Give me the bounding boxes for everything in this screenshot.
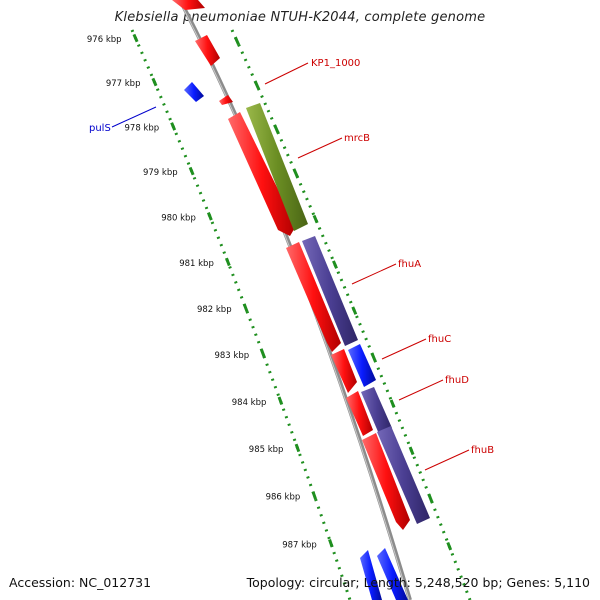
accession-text: Accession: NC_012731 — [9, 575, 152, 590]
gene-feature-fhua[interactable] — [302, 236, 358, 346]
gene-feature-red-3[interactable] — [286, 242, 341, 352]
ruler-tick-label: 980 kbp — [161, 213, 196, 223]
gene-feature-bottom-blue-2[interactable] — [377, 548, 408, 600]
gene-label-fhud[interactable]: fhuD — [445, 375, 469, 386]
ruler-inner-ticks — [132, 33, 334, 548]
ruler-major-tick — [132, 33, 139, 43]
ruler-outer — [230, 29, 472, 600]
ruler-major-tick — [328, 539, 334, 548]
leader-kp1-1000 — [264, 62, 309, 85]
leader-puls — [111, 106, 157, 128]
gene-feature-bottom-blue-1[interactable] — [360, 550, 382, 600]
ruler-major-tick — [188, 166, 195, 176]
ruler-major-tick — [170, 122, 177, 131]
ruler-major-tick — [260, 349, 266, 359]
ruler-major-tick — [332, 260, 338, 269]
leader-fhua — [351, 263, 397, 285]
leader-mrcb — [297, 137, 343, 159]
ruler-tick-label: 978 kbp — [125, 123, 160, 133]
ruler-tick-labels: 976 kbp 977 kbp 978 kbp 979 kbp 980 kbp 981 k… — [87, 35, 317, 550]
ruler-major-tick — [351, 306, 358, 315]
ruler-major-tick — [427, 494, 434, 503]
gene-feature-fhuc[interactable] — [348, 344, 376, 387]
ruler-major-tick — [370, 352, 377, 362]
gene-label-kp1-1000[interactable]: KP1_1000 — [311, 58, 360, 69]
gene-feature-red-2[interactable] — [228, 112, 296, 236]
gene-feature-red-5[interactable] — [346, 391, 373, 436]
ruler-major-tick — [206, 212, 213, 221]
leader-fhub — [424, 449, 470, 471]
ruler-major-tick — [312, 214, 319, 224]
ruler-tick-label: 984 kbp — [232, 398, 267, 408]
ruler-outer-ticks — [233, 36, 453, 551]
leader-fhuc — [381, 338, 427, 360]
gene-label-fhub[interactable]: fhuB — [471, 445, 494, 456]
genome-backbone — [178, 0, 412, 600]
leader-fhud — [398, 379, 444, 401]
ruler-tick-label: 982 kbp — [197, 305, 232, 315]
ruler-major-tick — [151, 77, 158, 87]
genome-summary-text: Topology: circular; Length: 5,248,520 bp… — [246, 575, 590, 590]
gene-feature-fhud[interactable] — [361, 387, 392, 434]
gene-feature-puls[interactable] — [184, 82, 204, 102]
ruler-major-tick — [408, 446, 415, 456]
gene-label-mrcb[interactable]: mrcB — [344, 133, 370, 144]
ruler-tick-label: 983 kbp — [214, 351, 249, 361]
ruler-major-tick — [311, 491, 317, 500]
gene-feature-mrcb[interactable] — [246, 103, 308, 231]
gene-label-fhuc[interactable]: fhuC — [428, 334, 451, 345]
gene-feature-fhub[interactable] — [377, 426, 430, 524]
ruler-major-tick — [277, 396, 284, 406]
ruler-major-tick — [253, 80, 260, 90]
ruler-tick-label: 977 kbp — [106, 79, 141, 89]
ruler-tick-label: 986 kbp — [266, 492, 301, 502]
ruler-major-tick — [233, 36, 240, 46]
gene-feature-red-1[interactable] — [195, 35, 220, 66]
map-title: Klebsiella pneumoniae NTUH-K2044, comple… — [114, 10, 486, 25]
ruler-major-tick — [242, 303, 249, 313]
ruler-tick-label: 987 kbp — [282, 540, 317, 550]
ruler-tick-label: 979 kbp — [143, 168, 178, 178]
gene-label-puls[interactable]: pulS — [89, 123, 111, 134]
ruler-tick-label: 981 kbp — [179, 259, 214, 269]
gene-feature-top-red[interactable] — [172, 0, 205, 10]
ruler-tick-label: 976 kbp — [87, 35, 122, 45]
gene-feature-kp1-1000[interactable] — [219, 95, 233, 105]
ruler-major-tick — [446, 541, 453, 551]
ruler-major-tick — [293, 169, 300, 179]
gene-feature-red-6[interactable] — [362, 433, 410, 530]
genome-backbone-highlight — [178, 0, 410, 600]
ruler-major-tick — [273, 124, 280, 134]
gene-label-fhua[interactable]: fhuA — [398, 259, 421, 270]
ruler-major-tick — [389, 399, 396, 408]
ruler-major-tick — [294, 443, 301, 453]
gene-feature-red-4[interactable] — [331, 349, 357, 393]
ruler-major-tick — [224, 257, 231, 267]
ruler-tick-label: 985 kbp — [249, 445, 284, 455]
